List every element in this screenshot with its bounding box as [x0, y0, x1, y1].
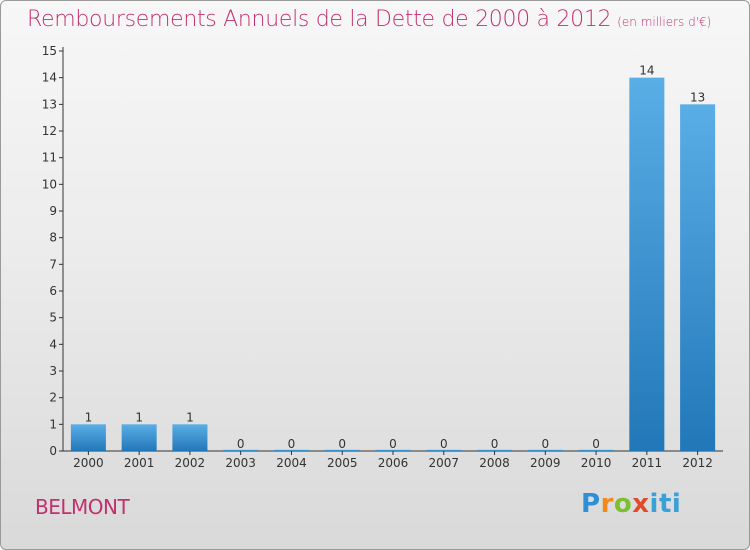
y-tick-label: 7 [49, 257, 57, 271]
y-tick-label: 12 [42, 124, 57, 138]
x-tick-label: 2005 [327, 456, 358, 470]
chart-title-text: Remboursements Annuels de la Dette de 20… [27, 7, 612, 32]
x-tick-label: 2000 [73, 456, 104, 470]
x-tick-label: 2010 [581, 456, 612, 470]
bar [578, 449, 614, 451]
logo-letter: r [600, 489, 614, 519]
data-label: 0 [592, 437, 600, 451]
data-label: 1 [85, 410, 93, 424]
bar [172, 424, 208, 451]
y-tick-label: 10 [42, 177, 57, 191]
y-tick-label: 2 [49, 391, 57, 405]
x-tick-label: 2003 [225, 456, 256, 470]
city-name: BELMONT [35, 495, 130, 519]
logo-letter: P [581, 489, 601, 519]
y-tick-label: 15 [42, 44, 57, 58]
x-tick-label: 2007 [428, 456, 459, 470]
data-label: 0 [389, 437, 397, 451]
y-tick-label: 4 [49, 337, 57, 351]
bar [527, 449, 563, 451]
logo-letter: x [632, 489, 650, 519]
chart-axes [59, 47, 723, 455]
y-tick-label: 6 [49, 284, 57, 298]
bar [324, 449, 360, 451]
data-label: 0 [237, 437, 245, 451]
y-tick-label: 5 [49, 311, 57, 325]
chart-bars [70, 77, 716, 452]
bar [477, 449, 513, 451]
data-label: 1 [186, 410, 194, 424]
data-label: 0 [338, 437, 346, 451]
x-tick-label: 2001 [124, 456, 155, 470]
data-label: 0 [288, 437, 296, 451]
logo-letter: iti [649, 489, 682, 519]
bar [223, 449, 259, 451]
chart-labels: 0123456789101112131415200012001120021200… [42, 44, 713, 470]
y-tick-label: 11 [42, 151, 57, 165]
data-label: 0 [491, 437, 499, 451]
y-tick-label: 1 [49, 417, 57, 431]
bar [426, 449, 462, 451]
y-tick-label: 8 [49, 231, 57, 245]
y-tick-label: 13 [42, 97, 57, 111]
chart-title: Remboursements Annuels de la Dette de 20… [27, 7, 711, 32]
data-label: 13 [690, 90, 705, 104]
y-tick-label: 0 [49, 444, 57, 458]
x-tick-label: 2009 [530, 456, 561, 470]
chart-unit: (en milliers d'€) [617, 15, 712, 29]
proxiti-logo: Proxiti [581, 489, 681, 519]
bar [375, 449, 411, 451]
data-label: 0 [440, 437, 448, 451]
data-label: 14 [639, 64, 654, 78]
x-tick-label: 2012 [682, 456, 713, 470]
bar [273, 449, 309, 451]
x-tick-label: 2002 [175, 456, 206, 470]
x-tick-label: 2006 [378, 456, 409, 470]
y-tick-label: 9 [49, 204, 57, 218]
bar [629, 77, 665, 452]
bar [680, 104, 716, 451]
x-tick-label: 2004 [276, 456, 307, 470]
y-tick-label: 3 [49, 364, 57, 378]
logo-letter: o [613, 489, 633, 519]
data-label: 1 [135, 410, 143, 424]
bar [70, 424, 106, 451]
y-tick-label: 14 [42, 71, 57, 85]
data-label: 0 [541, 437, 549, 451]
x-tick-label: 2008 [479, 456, 510, 470]
bar [121, 424, 157, 451]
x-tick-label: 2011 [632, 456, 663, 470]
